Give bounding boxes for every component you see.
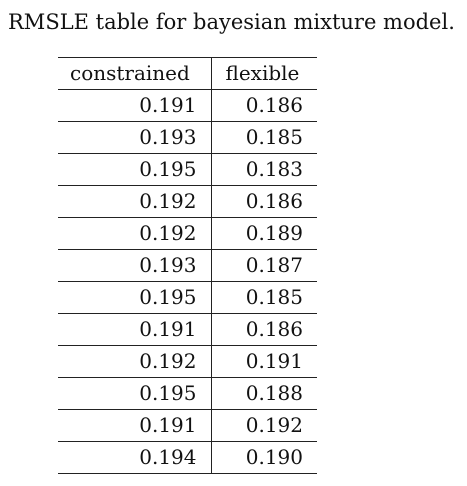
table-row: 0.195 0.183: [58, 153, 317, 186]
table-row: 0.195 0.188: [58, 377, 317, 410]
cell-constrained: 0.192: [58, 217, 212, 250]
table-row: 0.193 0.187: [58, 249, 317, 282]
cell-flexible: 0.192: [211, 409, 317, 442]
table-row: 0.192 0.186: [58, 185, 317, 218]
table-row: 0.191 0.186: [58, 89, 317, 122]
table-row: 0.195 0.185: [58, 281, 317, 314]
cell-constrained: 0.195: [58, 281, 212, 314]
cell-constrained: 0.195: [58, 153, 212, 186]
cell-flexible: 0.188: [211, 377, 317, 410]
cell-constrained: 0.192: [58, 345, 212, 378]
cell-flexible: 0.183: [211, 153, 317, 186]
cell-flexible: 0.190: [211, 441, 317, 474]
cell-constrained: 0.191: [58, 313, 212, 346]
cell-constrained: 0.191: [58, 89, 212, 122]
table-row: 0.192 0.191: [58, 345, 317, 378]
cell-flexible: 0.187: [211, 249, 317, 282]
cell-flexible: 0.186: [211, 313, 317, 346]
rmsle-table: constrained flexible 0.191 0.186 0.193 0…: [58, 57, 317, 474]
cell-constrained: 0.193: [58, 121, 212, 154]
table-caption: RMSLE table for bayesian mixture model.: [8, 10, 455, 34]
header-constrained: constrained: [58, 57, 212, 90]
cell-constrained: 0.192: [58, 185, 212, 218]
cell-flexible: 0.185: [211, 121, 317, 154]
cell-constrained: 0.193: [58, 249, 212, 282]
cell-constrained: 0.191: [58, 409, 212, 442]
table-row: 0.191 0.192: [58, 409, 317, 442]
table-body: 0.191 0.186 0.193 0.185 0.195 0.183 0.19…: [58, 89, 317, 474]
cell-constrained: 0.194: [58, 441, 212, 474]
table-row: 0.194 0.190: [58, 441, 317, 474]
header-flexible: flexible: [211, 57, 317, 90]
table-row: 0.192 0.189: [58, 217, 317, 250]
cell-flexible: 0.186: [211, 185, 317, 218]
table-row: 0.191 0.186: [58, 313, 317, 346]
cell-flexible: 0.189: [211, 217, 317, 250]
table-row: 0.193 0.185: [58, 121, 317, 154]
cell-constrained: 0.195: [58, 377, 212, 410]
table-header: constrained flexible: [58, 57, 317, 90]
cell-flexible: 0.185: [211, 281, 317, 314]
cell-flexible: 0.186: [211, 89, 317, 122]
cell-flexible: 0.191: [211, 345, 317, 378]
header-row: constrained flexible: [58, 57, 317, 90]
